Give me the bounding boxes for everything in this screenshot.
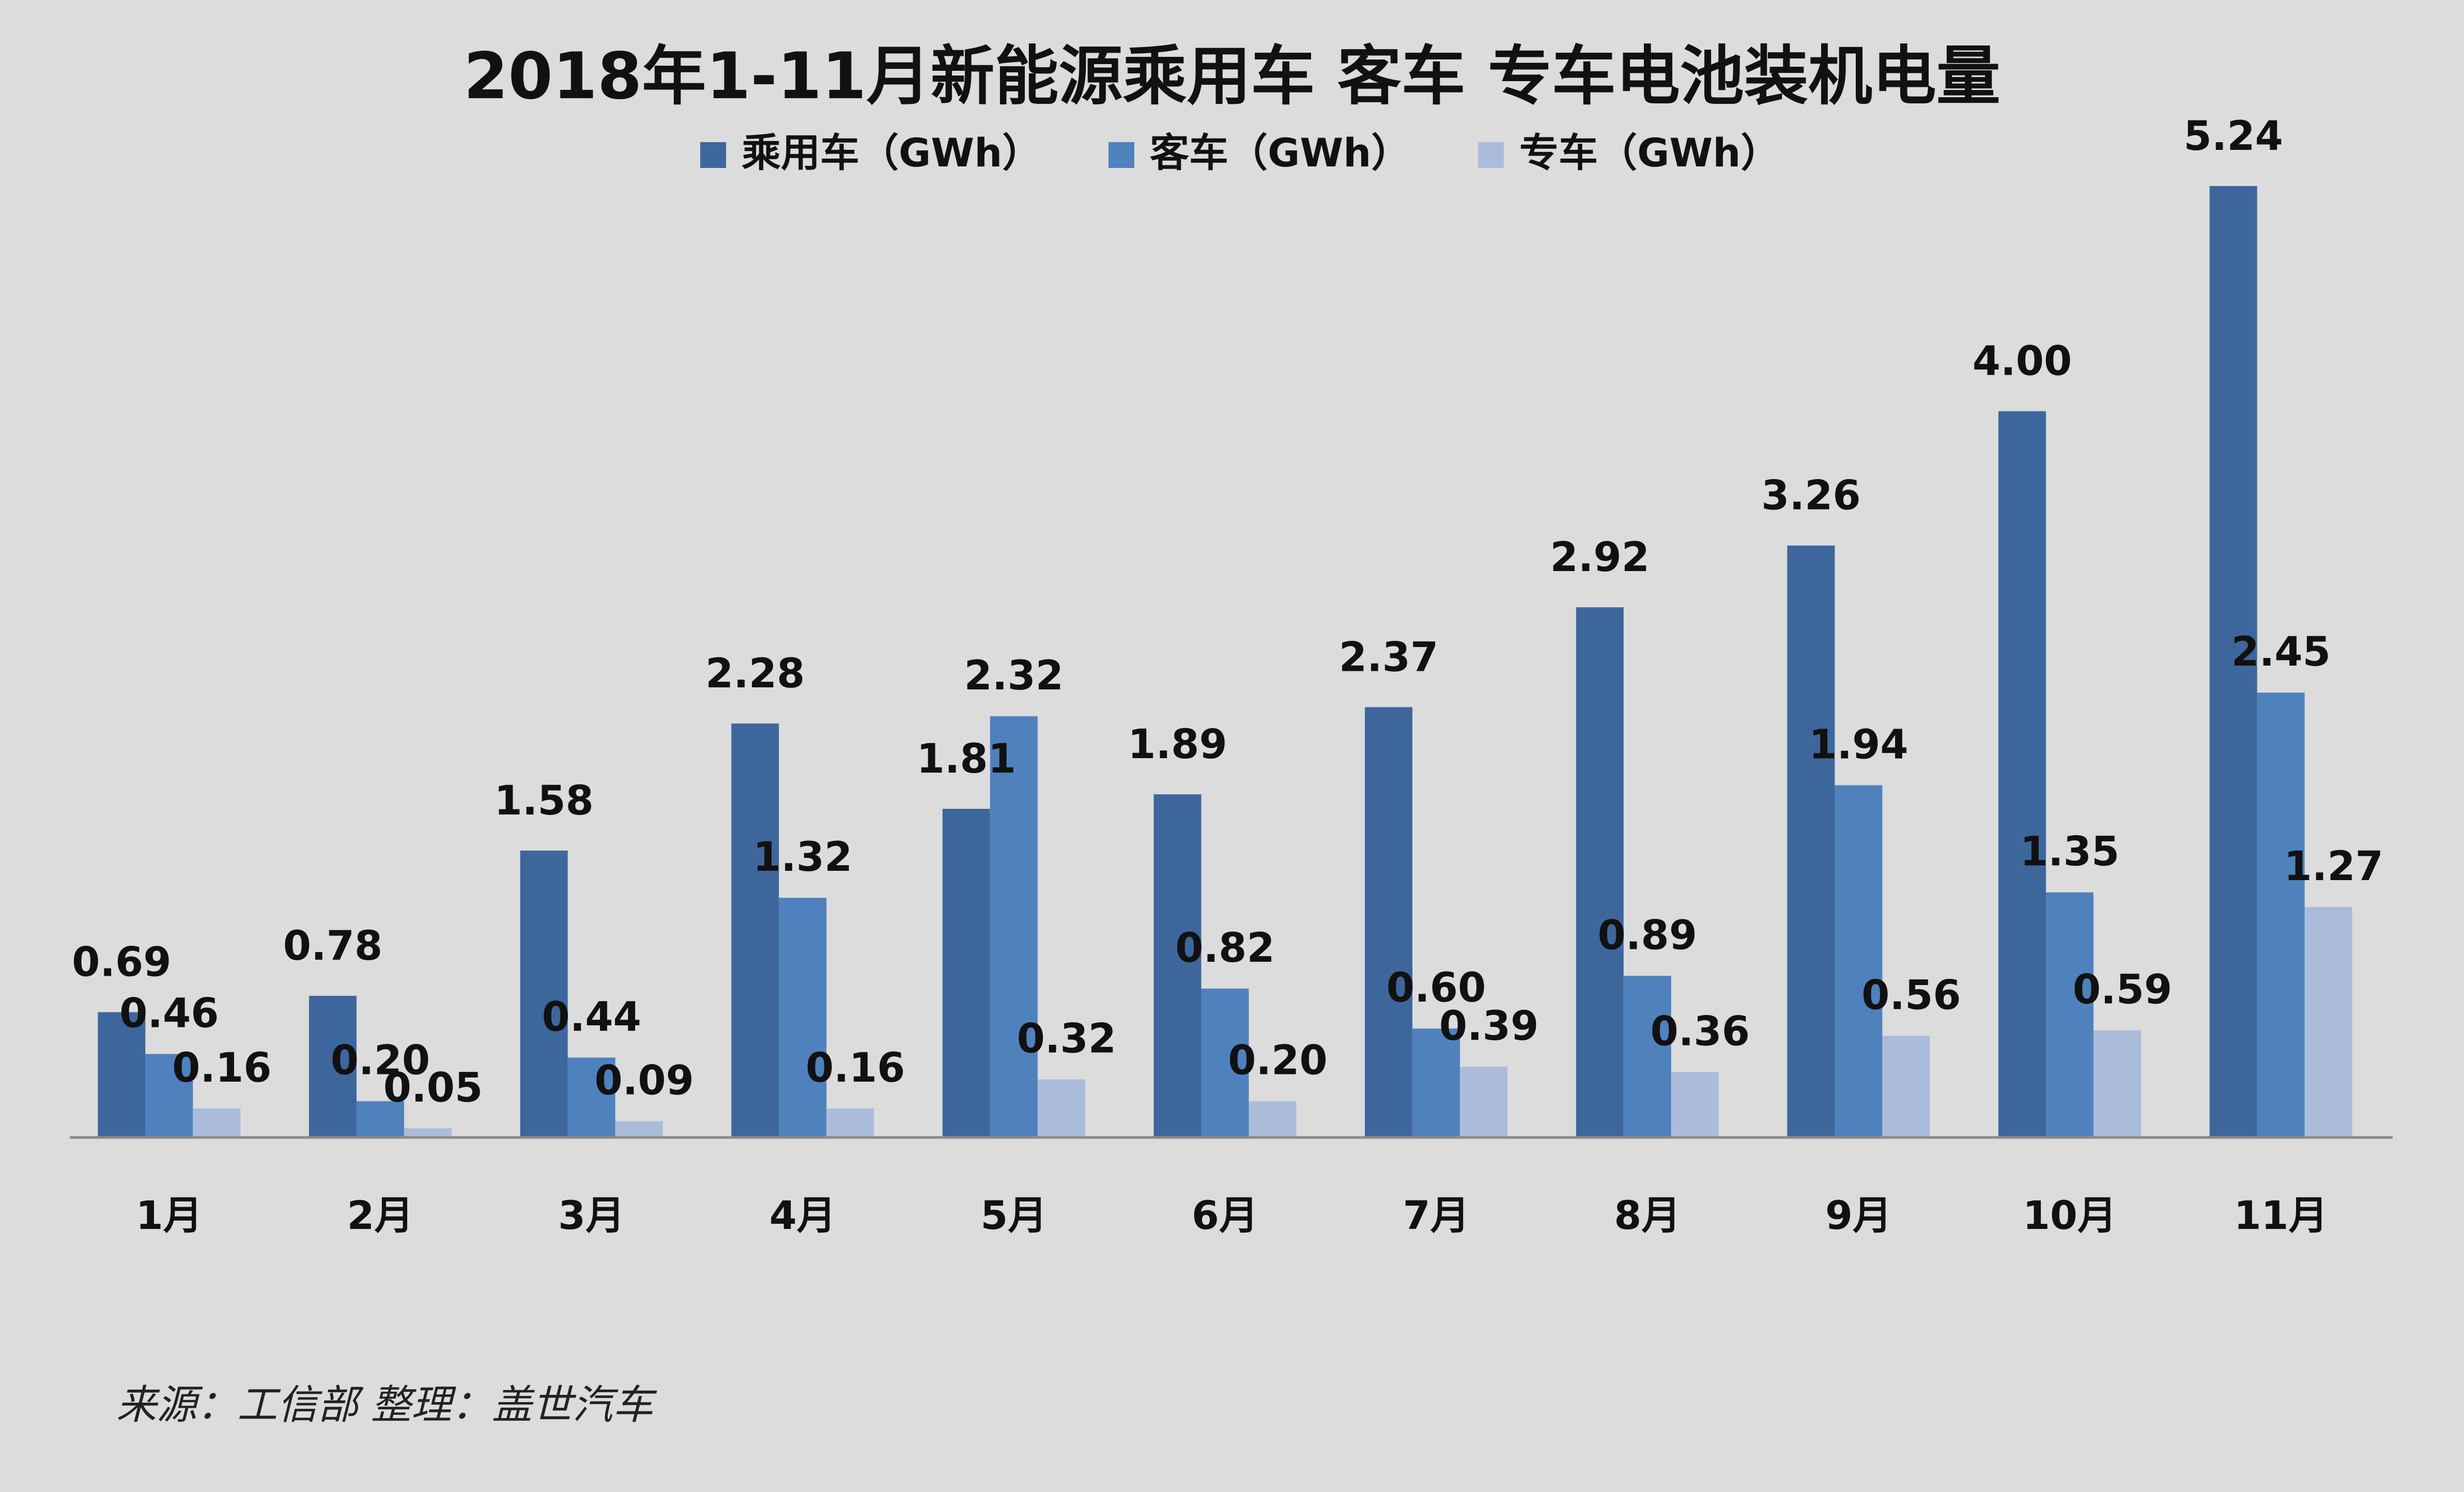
legend: 乘用车（GWh） 客车（GWh） 专车（GWh） bbox=[700, 130, 1780, 176]
x-tick-labels: 1月 2月 3月 4月 5月 6月 7月 8月 9月 10月 11月 bbox=[136, 1192, 2328, 1238]
bar bbox=[1201, 988, 1249, 1137]
data-label: 2.45 bbox=[2231, 629, 2330, 675]
data-label: 0.56 bbox=[1861, 972, 1961, 1019]
data-label: 0.20 bbox=[331, 1038, 430, 1084]
data-label: 1.35 bbox=[2020, 829, 2119, 875]
bar bbox=[1787, 545, 1835, 1137]
bar bbox=[1037, 1079, 1085, 1137]
bars bbox=[98, 186, 2352, 1137]
data-label: 5.24 bbox=[2183, 113, 2283, 160]
legend-label: 专车（GWh） bbox=[1519, 130, 1780, 176]
bar bbox=[2257, 693, 2305, 1137]
bar bbox=[309, 995, 357, 1137]
bar bbox=[731, 723, 779, 1137]
legend-label: 乘用车（GWh） bbox=[742, 130, 1041, 176]
bar bbox=[145, 1054, 193, 1137]
data-label: 3.26 bbox=[1761, 473, 1860, 519]
bar bbox=[356, 1101, 404, 1137]
data-label: 0.05 bbox=[383, 1065, 483, 1111]
x-tick-label: 7月 bbox=[1403, 1192, 1470, 1238]
bar bbox=[990, 716, 1038, 1137]
x-tick-label: 5月 bbox=[980, 1192, 1047, 1238]
x-tick-label: 10月 bbox=[2023, 1192, 2117, 1238]
legend-swatch bbox=[700, 142, 726, 168]
bar bbox=[615, 1121, 663, 1137]
bar bbox=[1671, 1072, 1719, 1137]
bar bbox=[1365, 707, 1413, 1137]
data-label: 1.94 bbox=[1809, 721, 1908, 768]
x-tick-label: 9月 bbox=[1825, 1192, 1892, 1238]
data-label: 0.09 bbox=[594, 1057, 694, 1104]
data-label: 1.27 bbox=[2284, 843, 2383, 890]
data-label: 0.32 bbox=[1017, 1016, 1116, 1063]
x-tick-label: 8月 bbox=[1614, 1192, 1681, 1238]
bar bbox=[2209, 186, 2257, 1137]
bar bbox=[779, 898, 827, 1137]
bar bbox=[1460, 1066, 1508, 1137]
legend-swatch bbox=[1108, 142, 1134, 168]
bar bbox=[567, 1057, 615, 1137]
data-label: 0.59 bbox=[2073, 967, 2172, 1013]
data-label: 2.37 bbox=[1339, 634, 1438, 681]
bar bbox=[193, 1108, 241, 1137]
legend-label: 客车（GWh） bbox=[1150, 130, 1410, 176]
legend-swatch bbox=[1478, 142, 1504, 168]
data-label: 0.69 bbox=[72, 940, 171, 986]
bar bbox=[826, 1108, 874, 1137]
data-label: 0.60 bbox=[1387, 965, 1486, 1011]
data-label: 2.32 bbox=[964, 653, 1064, 699]
x-tick-label: 4月 bbox=[769, 1192, 836, 1238]
data-label: 0.46 bbox=[119, 990, 219, 1037]
data-label: 2.28 bbox=[705, 651, 805, 697]
bar bbox=[1623, 976, 1671, 1137]
data-label: 0.78 bbox=[283, 923, 382, 970]
bar bbox=[1835, 785, 1883, 1137]
bar bbox=[1576, 607, 1624, 1137]
bar bbox=[942, 809, 990, 1137]
x-tick-label: 2月 bbox=[347, 1192, 414, 1238]
bar bbox=[1882, 1036, 1930, 1137]
data-label: 0.16 bbox=[806, 1045, 905, 1091]
chart-title: 2018年1-11月新能源乘用车 客车 专车电池装机电量 bbox=[464, 39, 2000, 114]
bar bbox=[98, 1012, 146, 1137]
data-label: 0.16 bbox=[172, 1045, 271, 1091]
data-label: 2.92 bbox=[1550, 534, 1650, 581]
bar bbox=[2093, 1030, 2142, 1137]
bar bbox=[404, 1128, 452, 1137]
data-label: 4.00 bbox=[1973, 339, 2072, 385]
bar bbox=[2304, 906, 2352, 1137]
data-label: 0.20 bbox=[1228, 1038, 1327, 1084]
data-label: 0.36 bbox=[1651, 1009, 1750, 1055]
bar bbox=[1998, 411, 2046, 1137]
x-tick-label: 11月 bbox=[2234, 1192, 2328, 1238]
bar bbox=[520, 850, 568, 1137]
bar bbox=[1412, 1028, 1460, 1137]
data-label: 0.89 bbox=[1598, 912, 1697, 959]
x-tick-label: 3月 bbox=[558, 1192, 625, 1238]
data-label: 1.81 bbox=[917, 736, 1016, 782]
bar bbox=[1153, 794, 1202, 1137]
x-tick-label: 1月 bbox=[136, 1192, 203, 1238]
source-note: 来源：工信部 整理：盖世汽车 bbox=[116, 1382, 657, 1428]
x-tick-label: 6月 bbox=[1192, 1192, 1258, 1238]
bar bbox=[1249, 1101, 1297, 1137]
data-label: 0.44 bbox=[542, 994, 641, 1040]
data-label: 1.32 bbox=[753, 834, 852, 881]
bar bbox=[2046, 892, 2094, 1137]
data-label: 1.58 bbox=[494, 778, 593, 824]
data-label: 1.89 bbox=[1128, 721, 1227, 768]
value-labels: 0.690.460.160.780.200.051.580.440.092.28… bbox=[72, 113, 2383, 1111]
data-label: 0.82 bbox=[1175, 925, 1274, 972]
data-label: 0.39 bbox=[1439, 1003, 1538, 1050]
